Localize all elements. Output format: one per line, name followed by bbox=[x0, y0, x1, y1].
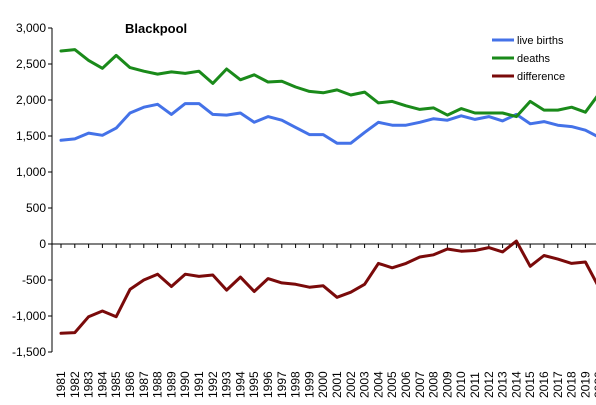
x-tick-label: 2010 bbox=[454, 371, 468, 398]
y-tick-label: 2,500 bbox=[16, 57, 46, 71]
x-tick-label: 2011 bbox=[468, 372, 482, 398]
series-line-live-births bbox=[59, 102, 596, 145]
legend-label: difference bbox=[517, 71, 565, 83]
y-tick-label: -1,500 bbox=[12, 345, 46, 359]
x-tick-label: 2000 bbox=[316, 371, 330, 398]
x-tick-label: 1983 bbox=[82, 371, 96, 398]
y-tick-label: 1,500 bbox=[16, 129, 46, 143]
legend-label: deaths bbox=[517, 53, 551, 65]
axes: 3,000 2,500 2,000 1,500 1,000 500 0 -500 -1,000 -… bbox=[12, 21, 596, 398]
y-tick-label: 2,000 bbox=[16, 93, 46, 107]
x-tick-label: 1993 bbox=[220, 371, 234, 398]
x-tick-label: 1987 bbox=[137, 371, 151, 398]
x-tick-label: 2008 bbox=[427, 371, 441, 398]
x-tick-label: 2013 bbox=[496, 371, 510, 398]
x-tick-label: 2014 bbox=[509, 371, 523, 398]
x-tick-label: 1986 bbox=[123, 371, 137, 398]
x-tick-label: 1992 bbox=[206, 371, 220, 398]
x-tick-label: 2018 bbox=[565, 371, 579, 398]
x-tick-label: 2001 bbox=[330, 371, 344, 398]
x-tick-label: 2006 bbox=[399, 371, 413, 398]
series-line-deaths bbox=[59, 48, 596, 119]
x-tick-label: 1981 bbox=[54, 371, 68, 398]
y-tick-label: 1,000 bbox=[16, 165, 46, 179]
x-tick-label: 1995 bbox=[247, 371, 261, 398]
series-line-difference bbox=[59, 239, 596, 335]
x-tick-label: 1990 bbox=[178, 371, 192, 398]
y-tick-label: -1,000 bbox=[12, 309, 46, 323]
chart-title: Blackpool bbox=[125, 21, 187, 36]
x-tick-label: 1982 bbox=[68, 371, 82, 398]
x-tick-label: 1991 bbox=[192, 371, 206, 398]
legend: live births deaths difference bbox=[492, 35, 565, 83]
x-tick-label: 2005 bbox=[385, 371, 399, 398]
x-tick-label: 2003 bbox=[358, 371, 372, 398]
x-tick-label: 2002 bbox=[344, 371, 358, 398]
y-tick-label: 0 bbox=[39, 237, 46, 251]
series-layer bbox=[59, 48, 596, 335]
x-tick-label: 1999 bbox=[302, 371, 316, 398]
y-tick-label: 500 bbox=[26, 201, 46, 215]
y-tick-label: -500 bbox=[22, 273, 46, 287]
x-tick-label: 1998 bbox=[289, 371, 303, 398]
x-tick-label: 2007 bbox=[413, 371, 427, 398]
x-tick-label: 1997 bbox=[275, 371, 289, 398]
x-tick-label: 2019 bbox=[578, 371, 592, 398]
x-tick-label: 1988 bbox=[151, 371, 165, 398]
x-tick-label: 2020 bbox=[592, 371, 596, 398]
x-tick-label: 1985 bbox=[109, 371, 123, 398]
x-tick-label: 2015 bbox=[523, 371, 537, 398]
x-tick-label: 2012 bbox=[482, 371, 496, 398]
x-tick-label: 1996 bbox=[261, 371, 275, 398]
y-tick-label: 3,000 bbox=[16, 21, 46, 35]
x-tick-label: 2017 bbox=[551, 371, 565, 398]
legend-label: live births bbox=[517, 35, 564, 47]
x-tick-label: 2004 bbox=[371, 371, 385, 398]
x-tick-label: 2009 bbox=[440, 371, 454, 398]
x-tick-label: 1994 bbox=[233, 371, 247, 398]
x-tick-label: 1989 bbox=[164, 371, 178, 398]
x-tick-label: 2016 bbox=[537, 371, 551, 398]
x-tick-label: 1984 bbox=[95, 371, 109, 398]
